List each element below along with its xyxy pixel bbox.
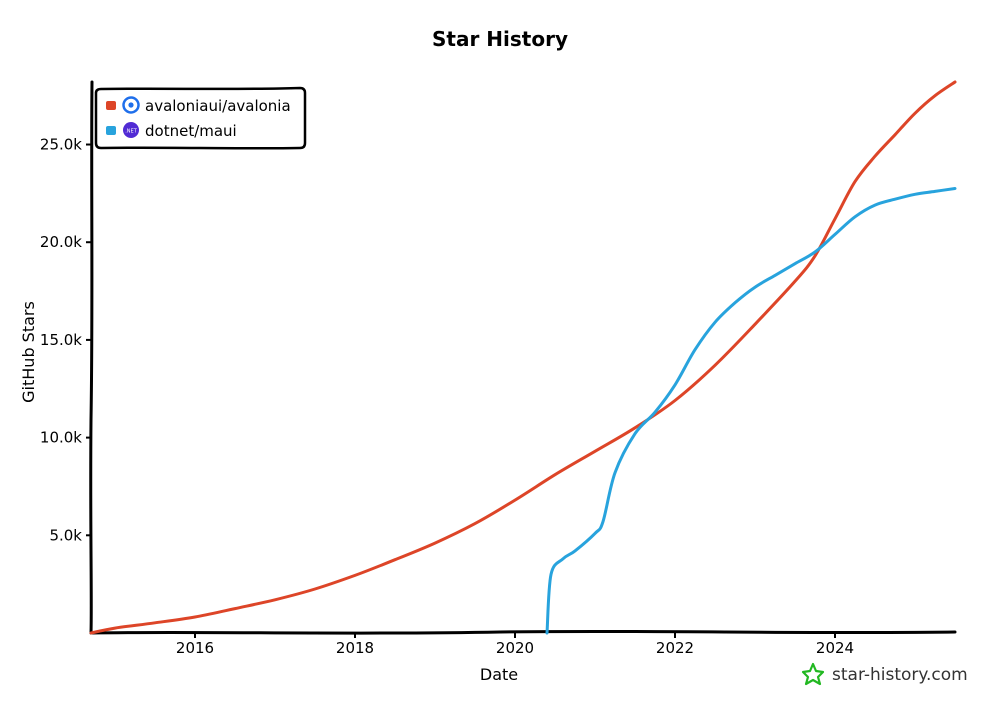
watermark-text: star-history.com [832,665,968,685]
legend-label-maui: dotnet/maui [145,122,237,140]
x-ticks: 2016 2018 2020 2022 2024 [176,633,854,657]
y-axis-line [89,80,94,635]
avalonia-logo-icon [122,96,140,114]
y-tick-label: 25.0k [40,136,82,154]
x-tick-label: 2020 [496,639,534,657]
x-tick-label: 2022 [656,639,694,657]
svg-text:.NET: .NET [125,129,137,135]
x-tick-label: 2018 [336,639,374,657]
y-tick-label: 5.0k [49,526,82,544]
axes [89,80,957,635]
x-tick-label: 2016 [176,639,214,657]
legend-box [94,86,307,150]
legend-swatch-avalonia [106,101,116,110]
series-line-maui [545,187,957,635]
y-ticks: 5.0k 10.0k 15.0k 20.0k 25.0k [40,136,91,544]
star-history-logo-icon [801,662,825,686]
legend: avaloniaui/avalonia .NET dotnet/maui [94,86,307,150]
y-tick-label: 15.0k [40,331,82,349]
x-tick-label: 2024 [816,639,854,657]
watermark: star-history.com [801,662,968,686]
x-axis-line [89,629,957,635]
dotnet-logo-icon: .NET [123,122,139,138]
series-line-avalonia [89,80,957,635]
legend-label-avalonia: avaloniaui/avalonia [145,97,291,115]
y-axis-label: GitHub Stars [19,301,38,403]
y-tick-label: 10.0k [40,429,82,447]
series-lines [89,80,957,635]
x-axis-label: Date [480,665,518,684]
legend-swatch-maui [106,126,116,135]
y-tick-label: 20.0k [40,233,82,251]
chart-title: Star History [432,27,568,51]
